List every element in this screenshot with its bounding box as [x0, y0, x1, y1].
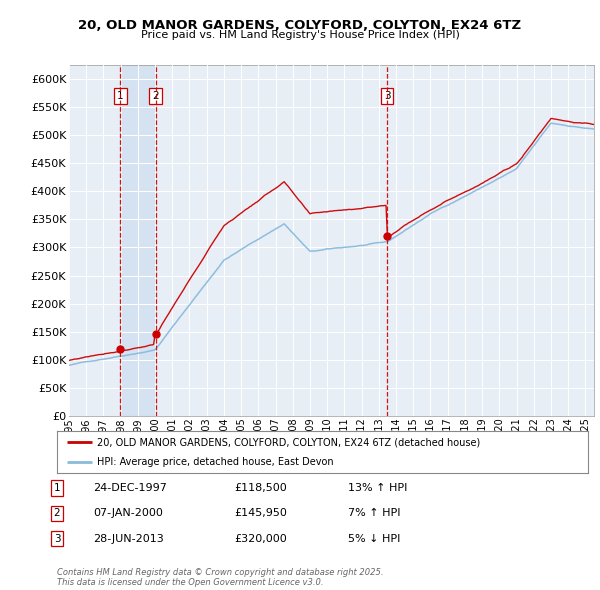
Text: 1: 1 — [117, 91, 124, 101]
Text: 1: 1 — [53, 483, 61, 493]
Bar — [120, 65, 155, 416]
Text: Contains HM Land Registry data © Crown copyright and database right 2025.
This d: Contains HM Land Registry data © Crown c… — [57, 568, 383, 587]
Text: 5% ↓ HPI: 5% ↓ HPI — [348, 534, 400, 543]
Text: 24-DEC-1997: 24-DEC-1997 — [93, 483, 167, 493]
Text: 2: 2 — [152, 91, 159, 101]
Text: £145,950: £145,950 — [234, 509, 287, 518]
Text: £320,000: £320,000 — [234, 534, 287, 543]
Text: 20, OLD MANOR GARDENS, COLYFORD, COLYTON, EX24 6TZ: 20, OLD MANOR GARDENS, COLYFORD, COLYTON… — [79, 19, 521, 32]
Text: 7% ↑ HPI: 7% ↑ HPI — [348, 509, 401, 518]
Text: 3: 3 — [384, 91, 391, 101]
Text: 13% ↑ HPI: 13% ↑ HPI — [348, 483, 407, 493]
Text: HPI: Average price, detached house, East Devon: HPI: Average price, detached house, East… — [97, 457, 334, 467]
Text: 07-JAN-2000: 07-JAN-2000 — [93, 509, 163, 518]
Text: Price paid vs. HM Land Registry's House Price Index (HPI): Price paid vs. HM Land Registry's House … — [140, 30, 460, 40]
Text: 3: 3 — [53, 534, 61, 543]
Text: £118,500: £118,500 — [234, 483, 287, 493]
Text: 2: 2 — [53, 509, 61, 518]
Text: 20, OLD MANOR GARDENS, COLYFORD, COLYTON, EX24 6TZ (detached house): 20, OLD MANOR GARDENS, COLYFORD, COLYTON… — [97, 437, 480, 447]
Text: 28-JUN-2013: 28-JUN-2013 — [93, 534, 164, 543]
